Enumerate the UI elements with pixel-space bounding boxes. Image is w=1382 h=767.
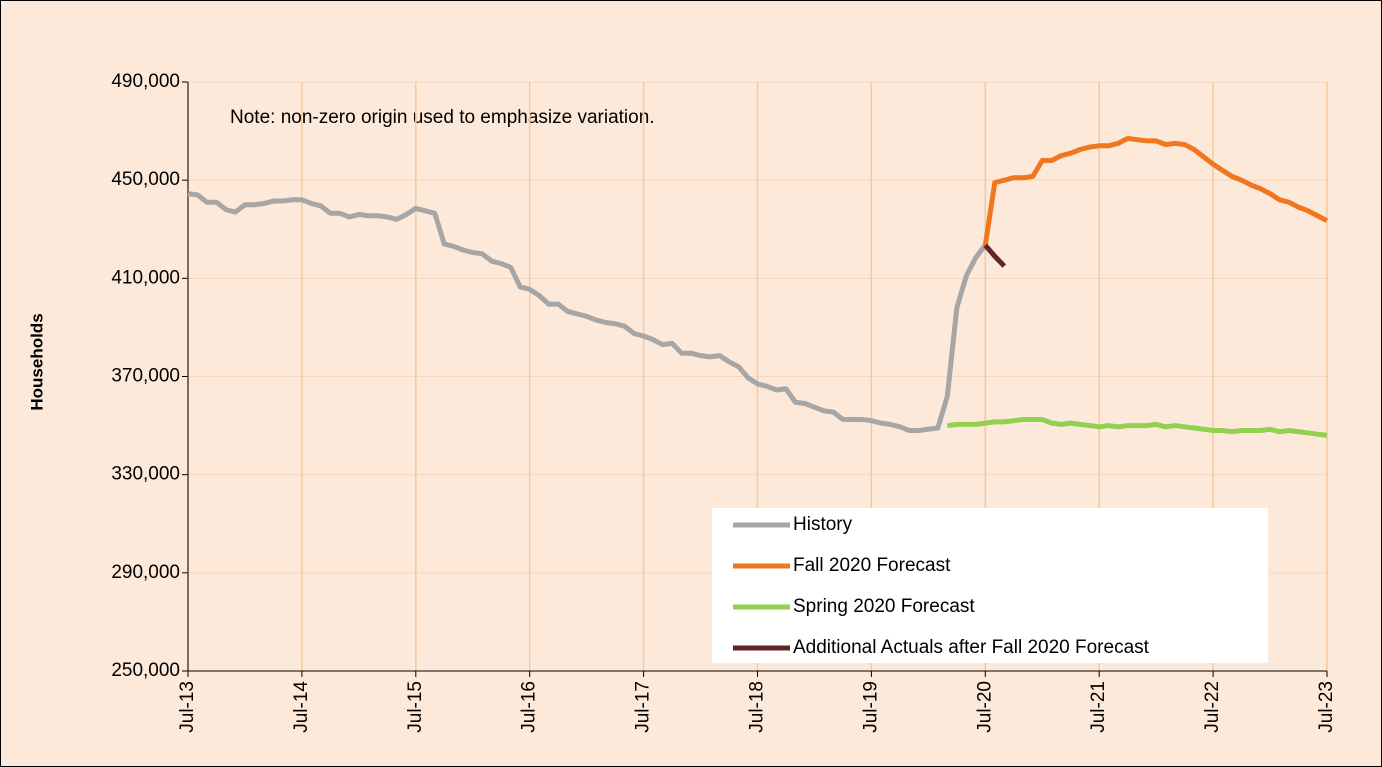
y-tick-label: 290,000 xyxy=(111,562,180,583)
x-tick-label: Jul-21 xyxy=(1088,681,1109,733)
x-tick-label: Jul-15 xyxy=(405,681,426,733)
series-line xyxy=(982,135,1329,246)
legend-label: Spring 2020 Forecast xyxy=(793,596,975,617)
x-tick-label: Jul-16 xyxy=(519,681,540,733)
x-tick-label: Jul-23 xyxy=(1316,681,1337,733)
series-line xyxy=(947,416,1328,438)
x-tick-label: Jul-19 xyxy=(860,681,881,733)
x-tick-label: Jul-14 xyxy=(291,681,312,733)
y-tick-label: 410,000 xyxy=(111,267,180,288)
x-tick-label: Jul-22 xyxy=(1202,681,1223,733)
y-tick-label: 330,000 xyxy=(111,464,180,485)
legend-label: Fall 2020 Forecast xyxy=(793,555,951,576)
x-tick-label: Jul-20 xyxy=(974,681,995,733)
y-axis-title: Households xyxy=(27,313,46,410)
y-tick-label: 370,000 xyxy=(111,366,180,387)
legend-box xyxy=(712,508,1268,663)
legend-label: History xyxy=(793,514,853,535)
x-tick-label: Jul-13 xyxy=(177,681,198,733)
y-tick-label: 250,000 xyxy=(111,660,180,681)
series-line xyxy=(187,191,988,433)
series-line xyxy=(983,243,1007,268)
y-tick-label: 450,000 xyxy=(111,169,180,190)
annotation: Note: non-zero origin used to emphasize … xyxy=(230,107,655,128)
x-tick-label: Jul-18 xyxy=(747,681,768,733)
x-tick-label: Jul-17 xyxy=(633,681,654,733)
legend-label: Additional Actuals after Fall 2020 Forec… xyxy=(793,637,1150,658)
y-tick-label: 490,000 xyxy=(111,71,180,92)
